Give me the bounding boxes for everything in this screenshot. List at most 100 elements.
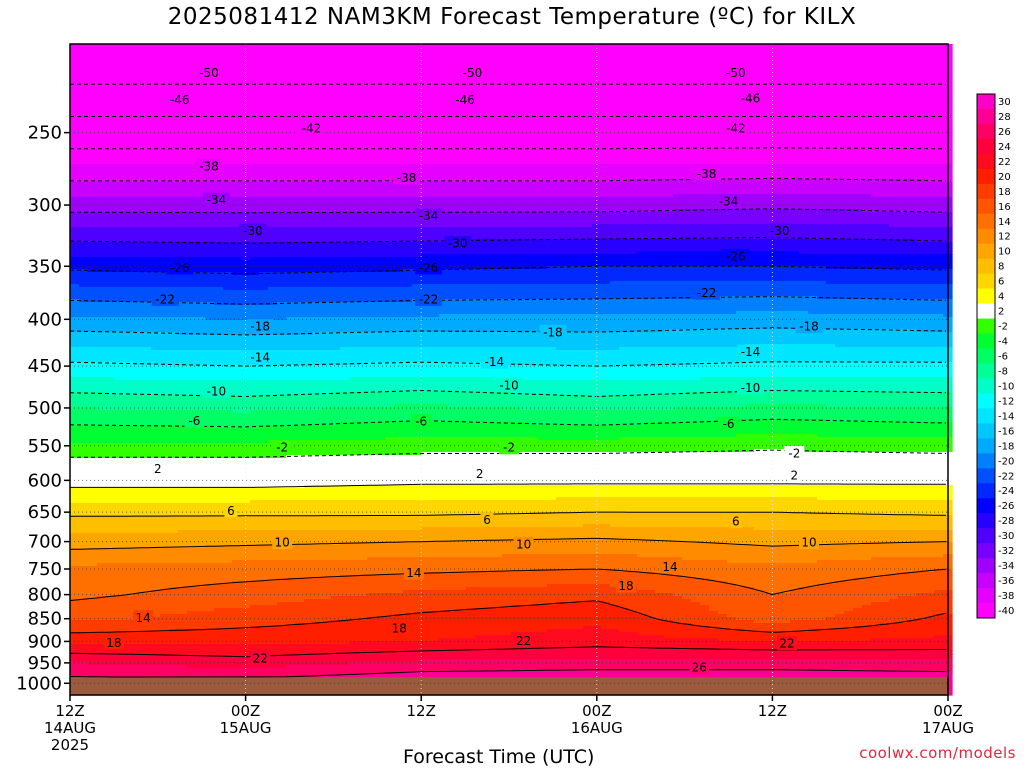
temperature-cell <box>79 674 89 678</box>
temperature-cell <box>79 644 89 648</box>
temperature-cell <box>115 194 125 198</box>
temperature-cell <box>178 392 188 396</box>
temperature-cell <box>169 464 179 468</box>
temperature-cell <box>223 185 233 189</box>
temperature-cell <box>160 290 170 294</box>
temperature-cell <box>214 560 224 564</box>
temperature-cell <box>169 212 179 216</box>
temperature-cell <box>214 653 224 657</box>
temperature-cell <box>250 251 260 255</box>
temperature-cell <box>205 584 215 588</box>
temperature-cell <box>169 572 179 576</box>
temperature-cell <box>214 626 224 630</box>
temperature-cell <box>214 443 224 447</box>
temperature-cell <box>97 305 107 309</box>
temperature-cell <box>178 671 188 675</box>
temperature-cell <box>70 176 80 180</box>
temperature-cell <box>88 386 98 390</box>
temperature-cell <box>88 593 98 597</box>
temperature-cell <box>79 287 89 291</box>
temperature-cell <box>169 68 179 72</box>
temperature-cell <box>88 110 98 114</box>
temperature-cell <box>142 92 152 96</box>
temperature-cell <box>97 503 107 507</box>
temperature-cell <box>178 80 188 84</box>
temperature-cell <box>151 422 161 426</box>
temperature-cell <box>178 629 188 633</box>
temperature-cell <box>106 548 116 552</box>
temperature-cell <box>160 665 170 669</box>
temperature-cell <box>70 527 80 531</box>
temperature-cell <box>70 83 80 87</box>
temperature-cell <box>79 596 89 600</box>
temperature-cell <box>196 311 206 315</box>
temperature-cell <box>88 401 98 405</box>
temperature-cell <box>142 188 152 192</box>
temperature-cell <box>160 74 170 78</box>
temperature-cell <box>187 653 197 657</box>
temperature-cell <box>70 584 80 588</box>
temperature-cell <box>106 197 116 201</box>
temperature-cell <box>115 113 125 117</box>
temperature-cell <box>169 50 179 54</box>
temperature-cell <box>205 221 215 225</box>
temperature-cell <box>133 470 143 474</box>
temperature-cell <box>151 260 161 264</box>
temperature-cell <box>106 518 116 522</box>
temperature-cell <box>214 50 224 54</box>
temperature-cell <box>79 314 89 318</box>
temperature-cell <box>223 659 233 663</box>
temperature-cell <box>151 257 161 261</box>
temperature-cell <box>151 527 161 531</box>
temperature-cell <box>241 326 251 330</box>
temperature-cell <box>160 380 170 384</box>
temperature-cell <box>160 608 170 612</box>
temperature-cell <box>160 311 170 315</box>
temperature-cell <box>133 503 143 507</box>
temperature-cell <box>241 485 251 489</box>
temperature-cell <box>160 467 170 471</box>
temperature-cell <box>124 314 134 318</box>
temperature-cell <box>133 278 143 282</box>
temperature-cell <box>133 500 143 504</box>
temperature-cell <box>88 248 98 252</box>
temperature-cell <box>70 446 80 450</box>
temperature-cell <box>142 263 152 267</box>
temperature-cell <box>106 110 116 114</box>
temperature-cell <box>223 332 233 336</box>
temperature-cell <box>88 326 98 330</box>
temperature-cell <box>223 563 233 567</box>
temperature-cell <box>169 365 179 369</box>
temperature-cell <box>79 323 89 327</box>
temperature-cell <box>88 491 98 495</box>
temperature-cell <box>241 92 251 96</box>
temperature-cell <box>106 59 116 63</box>
temperature-cell <box>79 281 89 285</box>
temperature-cell <box>178 443 188 447</box>
temperature-cell <box>232 233 242 237</box>
temperature-cell <box>223 53 233 57</box>
temperature-cell <box>133 668 143 672</box>
temperature-cell <box>196 194 206 198</box>
temperature-cell <box>241 434 251 438</box>
temperature-cell <box>169 533 179 537</box>
temperature-cell <box>160 533 170 537</box>
temperature-cell <box>70 275 80 279</box>
temperature-cell <box>214 356 224 360</box>
temperature-cell <box>88 176 98 180</box>
temperature-cell <box>97 368 107 372</box>
temperature-cell <box>151 128 161 132</box>
temperature-cell <box>106 464 116 468</box>
temperature-cell <box>70 179 80 183</box>
temperature-cell <box>106 530 116 534</box>
temperature-cell <box>133 554 143 558</box>
temperature-cell <box>232 155 242 159</box>
temperature-cell <box>214 551 224 555</box>
temperature-cell <box>196 398 206 402</box>
temperature-cell <box>169 308 179 312</box>
temperature-cell <box>88 509 98 513</box>
temperature-cell <box>115 245 125 249</box>
temperature-cell <box>106 353 116 357</box>
temperature-cell <box>169 176 179 180</box>
temperature-cell <box>178 521 188 525</box>
